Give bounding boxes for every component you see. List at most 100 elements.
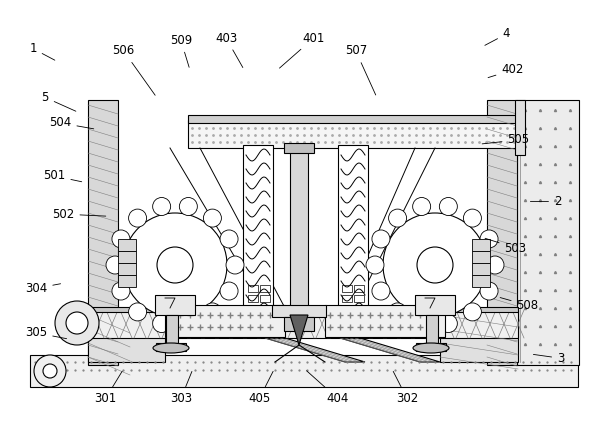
Polygon shape (290, 315, 308, 345)
Circle shape (220, 230, 238, 248)
Text: 1: 1 (30, 42, 55, 60)
Text: 302: 302 (393, 371, 418, 405)
Text: 2: 2 (531, 195, 561, 208)
Bar (272, 305, 326, 317)
Bar (284, 317, 314, 331)
Circle shape (123, 213, 227, 317)
Circle shape (226, 256, 244, 274)
Bar (325, 305, 445, 337)
Polygon shape (440, 310, 518, 362)
Bar (426, 315, 438, 345)
Text: 4: 4 (485, 28, 510, 45)
Bar (118, 239, 136, 251)
Circle shape (153, 198, 171, 215)
Bar (472, 275, 490, 287)
Circle shape (128, 303, 147, 321)
Text: 403: 403 (215, 32, 243, 67)
Bar (248, 285, 258, 292)
Circle shape (486, 256, 504, 274)
Circle shape (179, 315, 197, 332)
Text: 508: 508 (500, 298, 538, 312)
Bar (354, 315, 364, 322)
Text: 301: 301 (95, 371, 122, 405)
Circle shape (372, 282, 390, 300)
Circle shape (179, 198, 197, 215)
Circle shape (412, 315, 431, 332)
Bar (487, 100, 517, 365)
Circle shape (480, 282, 498, 300)
Bar (118, 263, 136, 275)
Bar (155, 295, 195, 315)
Bar (188, 115, 518, 123)
Text: 3: 3 (534, 352, 564, 365)
Circle shape (440, 198, 457, 215)
Bar (290, 148, 308, 318)
Circle shape (66, 312, 88, 334)
Text: 402: 402 (488, 64, 524, 78)
Bar (342, 295, 352, 302)
Ellipse shape (153, 343, 189, 353)
Text: 504: 504 (49, 117, 93, 129)
Circle shape (55, 301, 99, 345)
Text: 507: 507 (345, 45, 376, 95)
Bar (165, 305, 285, 337)
Circle shape (153, 315, 171, 332)
Text: 303: 303 (170, 371, 192, 405)
Circle shape (112, 282, 130, 300)
Text: 505: 505 (482, 134, 529, 146)
Bar (515, 100, 525, 155)
Bar (517, 100, 579, 365)
Bar (338, 145, 368, 320)
Circle shape (388, 303, 406, 321)
Text: 506: 506 (113, 45, 155, 95)
Ellipse shape (413, 343, 449, 353)
Text: 405: 405 (248, 371, 273, 405)
Bar (354, 285, 364, 292)
Bar (472, 239, 490, 251)
Bar (248, 315, 258, 322)
Bar (188, 120, 518, 148)
Circle shape (372, 230, 390, 248)
Bar (415, 295, 455, 315)
Bar (342, 305, 352, 312)
Bar (88, 307, 518, 312)
Bar (248, 295, 258, 302)
Text: 404: 404 (306, 371, 349, 405)
Bar (472, 263, 490, 275)
Bar (243, 145, 273, 320)
Bar (88, 100, 118, 365)
Circle shape (412, 198, 431, 215)
Text: 509: 509 (170, 34, 192, 67)
Circle shape (388, 209, 406, 227)
Circle shape (220, 282, 238, 300)
Bar (166, 315, 178, 345)
Bar (260, 315, 270, 322)
Circle shape (464, 209, 481, 227)
Polygon shape (88, 310, 165, 362)
Bar (156, 343, 186, 351)
Circle shape (440, 315, 457, 332)
Bar (88, 310, 518, 338)
Circle shape (366, 256, 384, 274)
Bar (472, 251, 490, 263)
Text: 305: 305 (25, 326, 66, 339)
Bar (416, 343, 446, 351)
Bar (118, 275, 136, 287)
Circle shape (128, 209, 147, 227)
Bar (260, 285, 270, 292)
Bar (284, 143, 314, 153)
Bar (354, 295, 364, 302)
Text: 502: 502 (52, 208, 106, 220)
Text: 401: 401 (279, 32, 325, 68)
Bar (342, 315, 352, 322)
Bar (260, 295, 270, 302)
Circle shape (43, 364, 57, 378)
Bar (118, 251, 136, 263)
Text: 501: 501 (43, 170, 81, 182)
Bar (342, 285, 352, 292)
Circle shape (203, 303, 221, 321)
Bar (248, 305, 258, 312)
Circle shape (203, 209, 221, 227)
Bar (354, 305, 364, 312)
Circle shape (417, 247, 453, 283)
